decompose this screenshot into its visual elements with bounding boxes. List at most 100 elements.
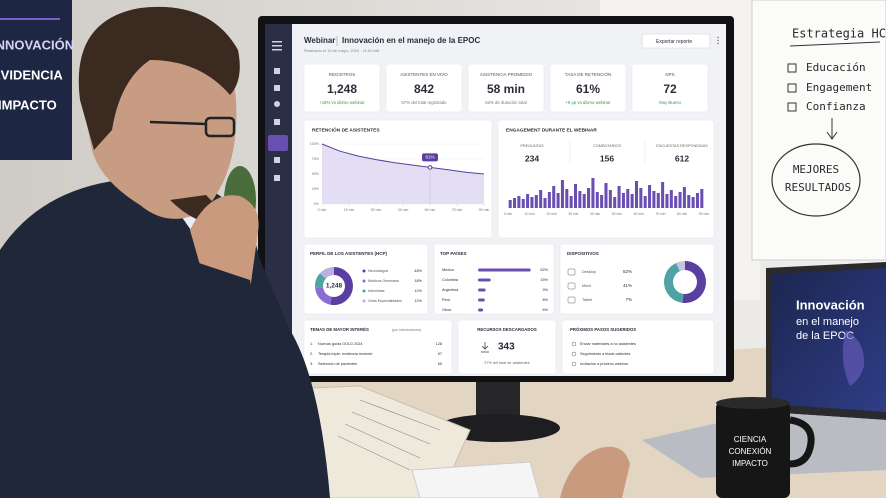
value-label: 12%: [414, 299, 422, 303]
x-tick-label: 0 min: [504, 212, 512, 216]
whiteboard-circle-text: RESULTADOS: [785, 181, 851, 194]
topic-rank: 2.: [310, 352, 313, 356]
next-step: Seguimiento a leads calientes: [580, 352, 631, 356]
engagement-bar: [621, 193, 625, 208]
mug-text: IMPACTO: [732, 459, 768, 468]
country-bar: [478, 298, 485, 302]
card-title: TOP PAÍSES: [440, 249, 467, 256]
checkbox: [787, 83, 797, 93]
engagement-bar: [513, 198, 517, 208]
engagement-bar: [539, 190, 543, 208]
whiteboard: [751, 0, 886, 261]
kpi-value: 1,248: [327, 82, 357, 96]
card: [457, 319, 557, 375]
next-step: Enviar materiales a no asistentes: [580, 342, 636, 346]
legend-label: Otras Especialidades: [368, 299, 402, 303]
card: [303, 319, 453, 375]
nav-icon[interactable]: [274, 85, 280, 91]
nav-active[interactable]: [268, 135, 288, 151]
menu-icon[interactable]: [272, 45, 282, 47]
nav-icon[interactable]: [274, 157, 280, 163]
export-button[interactable]: [641, 33, 711, 49]
kpi-note: +9 pp vs último webinar: [565, 100, 611, 105]
mug-rim: [716, 397, 790, 409]
donut-segment: [676, 261, 685, 272]
country-bar: [478, 288, 486, 292]
engagement-bar: [695, 193, 699, 208]
circle: [771, 143, 861, 217]
hair: [78, 6, 240, 151]
engagement-bar: [547, 192, 551, 208]
country-label: Argentina: [442, 288, 459, 292]
stat-label: PREGUNTAS: [520, 144, 544, 148]
kpi-label: TASA DE RETENCIÓN: [565, 71, 611, 77]
nav-icon[interactable]: [274, 68, 280, 74]
engagement-bar: [669, 190, 673, 208]
value-label: 12%: [414, 289, 422, 293]
header-date: Realizado el 15 de mayo, 2024 · 11:00 AM: [304, 48, 379, 53]
nav-icon[interactable]: [274, 101, 280, 107]
legend-dot: [362, 279, 366, 283]
dashboard: Webinar Innovación en el manejo de la EPO…: [303, 33, 719, 375]
x-tick-label: 90 min: [699, 212, 709, 216]
x-tick-label: 60 min: [634, 212, 644, 216]
more-dot: [717, 42, 719, 45]
x-tick-label: 50 min: [612, 212, 622, 216]
kpi-note: 62% de duración total: [485, 100, 527, 105]
card-title: RECURSOS DESCARGADOS: [477, 327, 537, 332]
stat-label: COMENTARIOS: [593, 144, 621, 148]
whiteboard-item: Educación: [806, 61, 866, 74]
laptop-text: de la EPOC: [796, 330, 854, 342]
mug-handle: [789, 416, 815, 468]
menu-icon[interactable]: [272, 41, 282, 43]
kpi-label: REGISTROS: [329, 72, 356, 77]
export-button-label: Exportar reporte: [656, 39, 692, 45]
country-label: Perú: [442, 298, 450, 302]
donut-segment: [663, 262, 684, 303]
menu-icon[interactable]: [272, 49, 282, 51]
engagement-bar: [630, 194, 634, 208]
laptop-text: en el manejo: [796, 316, 859, 328]
card: [303, 243, 429, 315]
check-icon: [571, 341, 577, 347]
nav-icon[interactable]: [274, 119, 280, 125]
value-label: 48%: [414, 269, 422, 273]
card-subtitle: (por interacciones): [392, 328, 421, 332]
engagement-bar: [569, 196, 573, 208]
card: [303, 63, 381, 113]
legend-dot: [362, 269, 366, 273]
engagement-bar: [587, 188, 591, 208]
nav-icon[interactable]: [274, 175, 280, 181]
legend-label: Neumólogos: [368, 269, 388, 273]
country-bar: [478, 268, 531, 272]
y-tick-label: 100%: [310, 142, 320, 146]
lung-icon: [842, 330, 865, 386]
resources-value: 343: [498, 342, 515, 353]
y-tick-label: 0%: [314, 202, 320, 206]
engagement-bar: [682, 187, 686, 208]
device-icon: [567, 282, 576, 290]
retention-line: [321, 143, 485, 175]
monitor-stand: [476, 376, 520, 420]
engagement-bar: [530, 197, 534, 208]
engagement-bar: [652, 191, 656, 208]
wall-display: [0, 0, 72, 160]
donut-segment: [319, 267, 334, 279]
engagement-bar: [556, 193, 560, 208]
stat-value: 156: [600, 153, 614, 163]
topic-count: 128: [436, 342, 442, 346]
card-title: TEMAS DE MAYOR INTERÉS: [310, 327, 369, 332]
whiteboard-title: Estrategia HCP: [792, 27, 886, 41]
legend-label: Internistas: [368, 289, 385, 293]
engagement-bar: [656, 193, 660, 208]
value-label: 62%: [540, 268, 548, 272]
whiteboard-item: Engagement: [806, 81, 872, 94]
engagement-bar: [648, 185, 652, 208]
topic-rank: 1.: [310, 342, 313, 346]
engagement-bar: [604, 183, 608, 208]
mug-text: CIENCIA: [734, 435, 767, 444]
donut-segment: [315, 273, 326, 288]
x-tick-label: 45 min: [398, 208, 409, 212]
engagement-bar: [582, 194, 586, 208]
